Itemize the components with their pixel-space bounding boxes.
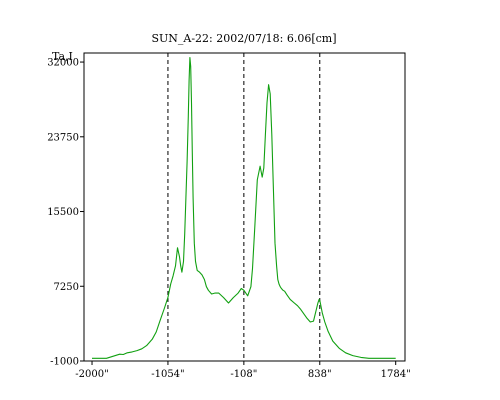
chart-title: SUN_A-22: 2002/07/18: 6.06[cm]: [151, 32, 336, 45]
plot-area-frame: [83, 52, 406, 362]
y-tick-label: 7250: [54, 282, 79, 293]
y-axis-label: Ta,I: [52, 50, 73, 63]
x-tick-label: 838": [308, 369, 332, 380]
series-group: [92, 56, 396, 359]
y-tick-label: 23750: [47, 132, 79, 143]
x-tick-label: -1054": [151, 369, 184, 380]
series-line-1: [92, 56, 396, 359]
reference-lines: [167, 53, 321, 361]
y-tick-label: 15500: [47, 207, 79, 218]
y-tick-label: -1000: [50, 357, 79, 368]
x-tick-label: 1784": [381, 369, 411, 380]
y-tick-label: 32000: [47, 58, 79, 69]
y-axis-ticks: -1000 7250 15500 23750 32000: [47, 58, 84, 368]
x-tick-label: -108": [230, 369, 257, 380]
x-tick-label: -2000": [75, 369, 108, 380]
x-axis-ticks: -2000" -1054" -108" 838" 1784": [75, 361, 411, 380]
